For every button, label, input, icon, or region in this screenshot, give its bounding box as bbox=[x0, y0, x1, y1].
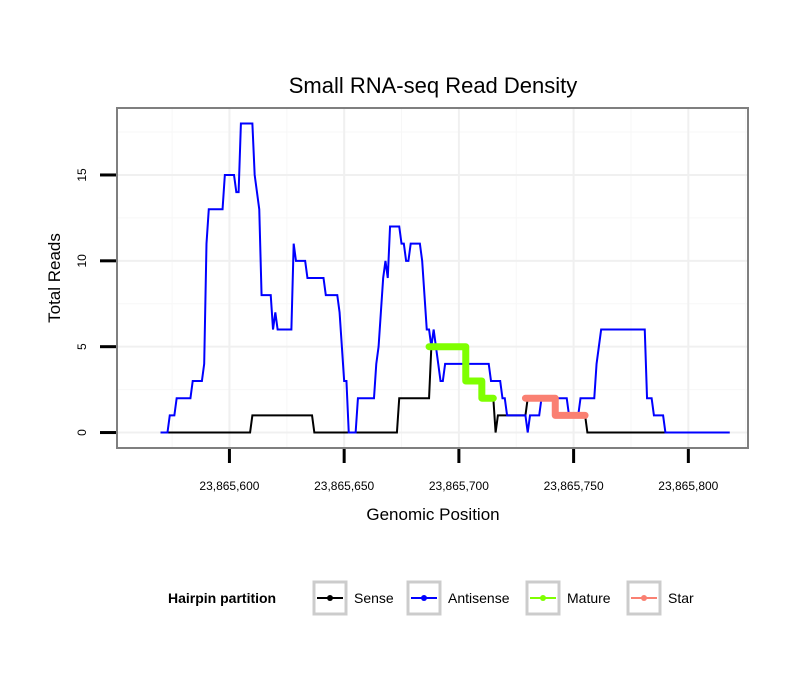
x-tick-label: 23,865,650 bbox=[314, 479, 374, 493]
grid bbox=[117, 108, 748, 448]
legend-key-point bbox=[540, 595, 546, 601]
x-tick-label: 23,865,700 bbox=[429, 479, 489, 493]
plot-panel-border bbox=[116, 107, 749, 449]
legend-label-star: Star bbox=[668, 590, 694, 606]
series-line-star bbox=[521, 394, 589, 419]
y-axis-ticks: 0 5 10 15 bbox=[75, 168, 116, 436]
legend-label-sense: Sense bbox=[354, 590, 394, 606]
series-line-antisense bbox=[160, 122, 730, 434]
legend-key-point bbox=[641, 595, 647, 601]
series-layer bbox=[160, 122, 730, 434]
x-axis-ticks: 23,865,600 23,865,650 23,865,700 23,865,750… bbox=[199, 449, 719, 493]
legend: Hairpin partition Sense Antisense Mature St… bbox=[168, 580, 694, 616]
legend-title: Hairpin partition bbox=[168, 590, 276, 606]
y-tick-label: 5 bbox=[75, 343, 89, 350]
plot-panel bbox=[117, 108, 748, 448]
legend-label-mature: Mature bbox=[567, 590, 611, 606]
x-axis-label: Genomic Position bbox=[366, 505, 499, 524]
y-tick-label: 10 bbox=[75, 254, 89, 268]
y-axis-label: Total Reads bbox=[45, 233, 64, 323]
legend-key-point bbox=[327, 595, 333, 601]
x-tick-label: 23,865,600 bbox=[199, 479, 259, 493]
series-line-mature bbox=[425, 343, 497, 402]
legend-key-point bbox=[421, 595, 427, 601]
chart-title: Small RNA-seq Read Density bbox=[289, 73, 578, 98]
x-tick-label: 23,865,800 bbox=[658, 479, 718, 493]
y-tick-label: 0 bbox=[75, 429, 89, 436]
y-tick-label: 15 bbox=[75, 168, 89, 182]
legend-label-antisense: Antisense bbox=[448, 590, 510, 606]
x-tick-label: 23,865,750 bbox=[544, 479, 604, 493]
